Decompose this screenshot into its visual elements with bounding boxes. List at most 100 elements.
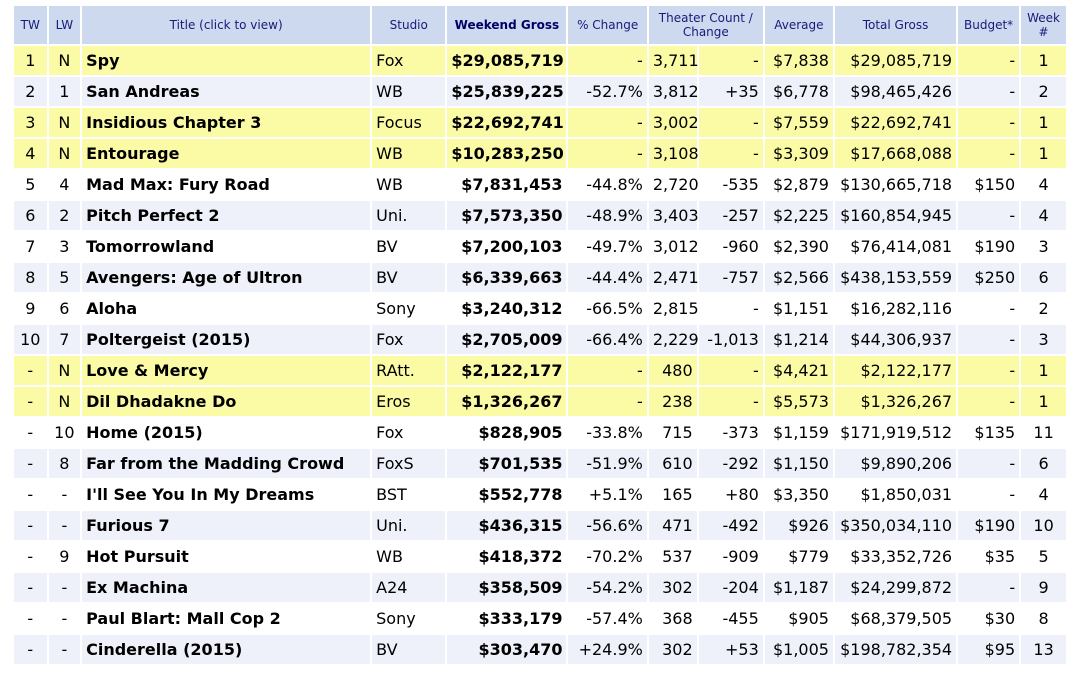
movie-title-link[interactable]: Tomorrowland (82, 232, 371, 261)
col-average[interactable]: Average (764, 6, 833, 44)
average: $1,214 (764, 325, 833, 354)
movie-title-link[interactable]: Spy (82, 46, 371, 75)
movie-title-link[interactable]: Far from the Madding Crowd (82, 449, 371, 478)
studio-link[interactable]: Sony (372, 604, 446, 633)
rank-last-week: - (48, 573, 81, 602)
budget: - (958, 480, 1020, 509)
studio-link[interactable]: A24 (372, 573, 446, 602)
percent-change: -48.9% (568, 201, 647, 230)
col-budget[interactable]: Budget* (958, 6, 1020, 44)
studio-link[interactable]: Fox (372, 46, 446, 75)
budget: $135 (958, 418, 1020, 447)
theater-change: - (698, 139, 763, 168)
col-total-gross[interactable]: Total Gross (834, 6, 957, 44)
studio-link[interactable]: Fox (372, 325, 446, 354)
movie-title-link[interactable]: Love & Mercy (82, 356, 371, 385)
total-gross: $44,306,937 (834, 325, 957, 354)
theater-change: -757 (698, 263, 763, 292)
col-theater-count[interactable]: Theater Count / Change (648, 6, 763, 44)
rank-this-week: 10 (14, 325, 47, 354)
studio-link[interactable]: BV (372, 635, 446, 664)
budget: $95 (958, 635, 1020, 664)
table-body: 1 N Spy Fox $29,085,719-3,711- $7,838 $29,085,… (14, 46, 1066, 664)
theater-count: 2,815 (648, 294, 699, 323)
studio-link[interactable]: FoxS (372, 449, 446, 478)
studio-link[interactable]: Fox (372, 418, 446, 447)
average: $7,559 (764, 108, 833, 137)
percent-change: +5.1% (568, 480, 647, 509)
total-gross: $16,282,116 (834, 294, 957, 323)
col-title[interactable]: Title (click to view) (82, 6, 371, 44)
studio-link[interactable]: WB (372, 170, 446, 199)
budget: $250 (958, 263, 1020, 292)
total-gross: $76,414,081 (834, 232, 957, 261)
theater-change: -1,013 (698, 325, 763, 354)
average: $3,350 (764, 480, 833, 509)
rank-last-week: 4 (48, 170, 81, 199)
studio-link[interactable]: BV (372, 232, 446, 261)
movie-title-link[interactable]: Home (2015) (82, 418, 371, 447)
studio-link[interactable]: Uni. (372, 511, 446, 540)
studio-link[interactable]: RAtt. (372, 356, 446, 385)
movie-title-link[interactable]: Entourage (82, 139, 371, 168)
theater-count: 3,002 (648, 108, 699, 137)
weekend-gross: $418,372 (447, 542, 567, 571)
theater-change: -960 (698, 232, 763, 261)
col-studio[interactable]: Studio (372, 6, 446, 44)
studio-link[interactable]: WB (372, 542, 446, 571)
movie-title-link[interactable]: San Andreas (82, 77, 371, 106)
rank-this-week: - (14, 542, 47, 571)
week-number: 2 (1021, 77, 1066, 106)
col-week[interactable]: Week # (1021, 6, 1066, 44)
studio-link[interactable]: Focus (372, 108, 446, 137)
movie-title-link[interactable]: Cinderella (2015) (82, 635, 371, 664)
budget: - (958, 356, 1020, 385)
theater-change: -257 (698, 201, 763, 230)
rank-this-week: 9 (14, 294, 47, 323)
movie-title-link[interactable]: Ex Machina (82, 573, 371, 602)
studio-link[interactable]: BV (372, 263, 446, 292)
week-number: 4 (1021, 170, 1066, 199)
movie-title-link[interactable]: Insidious Chapter 3 (82, 108, 371, 137)
movie-title-link[interactable]: Aloha (82, 294, 371, 323)
theater-count: 165 (648, 480, 697, 509)
weekend-gross: $701,535 (447, 449, 567, 478)
total-gross: $350,034,110 (834, 511, 957, 540)
studio-link[interactable]: BST (372, 480, 446, 509)
movie-title-link[interactable]: Avengers: Age of Ultron (82, 263, 371, 292)
movie-title-link[interactable]: Hot Pursuit (82, 542, 371, 571)
movie-title-link[interactable]: Mad Max: Fury Road (82, 170, 371, 199)
table-row: 3 N Insidious Chapter 3 Focus $22,692,741-3,… (14, 108, 1066, 137)
col-lw[interactable]: LW (48, 6, 81, 44)
rank-this-week: 7 (14, 232, 47, 261)
total-gross: $22,692,741 (834, 108, 957, 137)
col-pct-change[interactable]: % Change (568, 6, 647, 44)
studio-link[interactable]: Sony (372, 294, 446, 323)
studio-link[interactable]: Eros (372, 387, 446, 416)
movie-title-link[interactable]: Furious 7 (82, 511, 371, 540)
col-weekend-gross[interactable]: Weekend Gross (447, 6, 567, 44)
studio-link[interactable]: WB (372, 139, 446, 168)
theater-count: 480 (648, 356, 697, 385)
average: $1,005 (764, 635, 833, 664)
budget: - (958, 108, 1020, 137)
table-row: 10 7 Poltergeist (2015) Fox $2,705,009 -66.4%… (14, 325, 1066, 354)
movie-title-link[interactable]: Dil Dhadakne Do (82, 387, 371, 416)
movie-title-link[interactable]: Paul Blart: Mall Cop 2 (82, 604, 371, 633)
rank-this-week: 8 (14, 263, 47, 292)
header-row: TW LW Title (click to view) Studio Weeke… (14, 6, 1066, 44)
studio-link[interactable]: Uni. (372, 201, 446, 230)
movie-title-link[interactable]: Poltergeist (2015) (82, 325, 371, 354)
table-row: 4 N Entourage WB $10,283,250-3,108- $3,309 $17… (14, 139, 1066, 168)
col-tw[interactable]: TW (14, 6, 47, 44)
percent-change: -44.8% (568, 170, 647, 199)
percent-change: -54.2% (568, 573, 647, 602)
budget: - (958, 294, 1020, 323)
average: $5,573 (764, 387, 833, 416)
week-number: 3 (1021, 325, 1066, 354)
movie-title-link[interactable]: Pitch Perfect 2 (82, 201, 371, 230)
studio-link[interactable]: WB (372, 77, 446, 106)
budget: $190 (958, 232, 1020, 261)
week-number: 4 (1021, 480, 1066, 509)
movie-title-link[interactable]: I'll See You In My Dreams (82, 480, 371, 509)
